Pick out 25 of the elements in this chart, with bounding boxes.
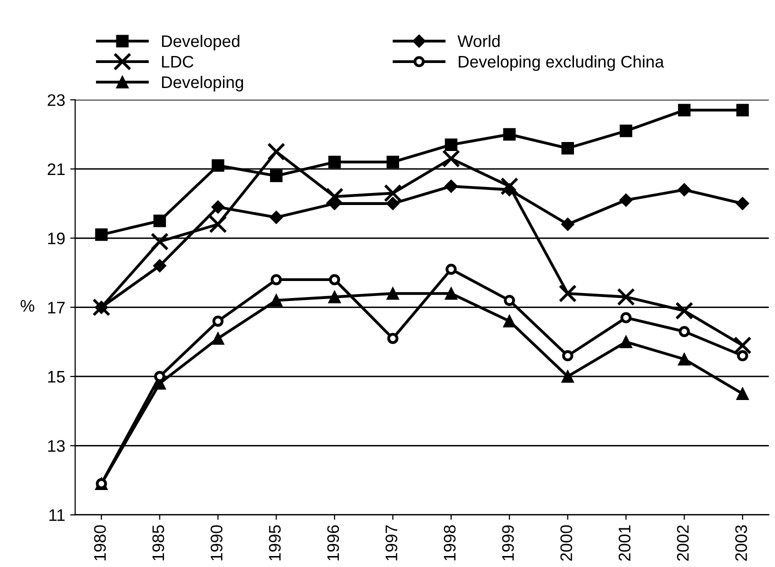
- y-tick-label: 19: [48, 232, 65, 244]
- x-tick-label: 1980: [94, 525, 106, 560]
- legend-label: World: [458, 34, 500, 48]
- y-tick-label: 15: [48, 371, 65, 383]
- x-tick-label: 2000: [560, 525, 572, 561]
- x-tick-label: 2001: [618, 525, 630, 561]
- x-tick-label: 1996: [327, 525, 340, 560]
- x-tick-label: 1985: [152, 525, 164, 560]
- legend-label: Developing excluding China: [458, 55, 664, 71]
- x-tick-label: 1995: [268, 525, 281, 560]
- y-tick-label: 11: [49, 509, 65, 521]
- y-axis-title: %: [20, 300, 34, 312]
- y-tick-label: 21: [48, 163, 65, 176]
- y-tick-label: 23: [48, 94, 65, 106]
- x-tick-label: 2002: [676, 525, 689, 561]
- x-tick-label: 1998: [444, 525, 456, 560]
- legend-label: Developing: [162, 76, 244, 92]
- legend-label: LDC: [162, 56, 194, 68]
- x-tick-label: 1997: [386, 525, 398, 560]
- y-tick-label: 17: [48, 302, 65, 314]
- x-tick-label: 1990: [210, 525, 222, 560]
- x-tick-label: 1999: [502, 525, 514, 560]
- y-tick-label: 13: [48, 440, 65, 452]
- x-tick-label: 2003: [735, 525, 748, 561]
- legend-label: Developed: [162, 34, 240, 50]
